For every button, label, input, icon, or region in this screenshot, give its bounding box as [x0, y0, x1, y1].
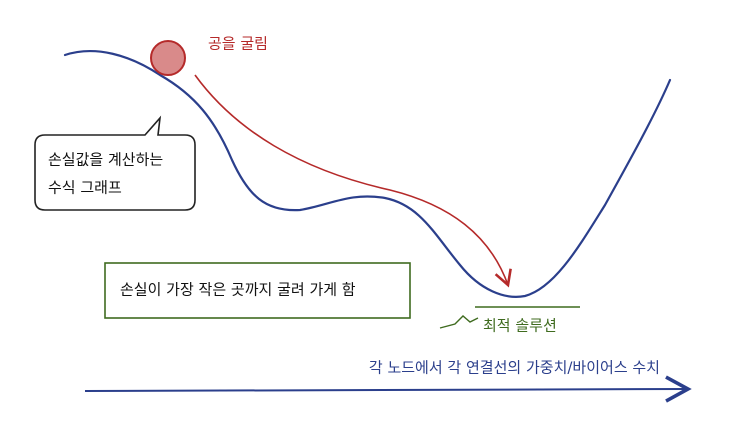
loss-curve: [63, 49, 672, 298]
note-line: 손실값을 계산하는: [48, 151, 163, 169]
axis-label: 각 노드에서 각 연결선의 가중치/바이어스 수치: [369, 359, 660, 377]
ball-label: 공을 굴림: [208, 35, 268, 53]
speech-bubble: [34, 115, 196, 211]
goal-box: [104, 262, 411, 319]
ball: [150, 40, 186, 76]
x-axis-arrow: [84, 375, 692, 403]
leader-line: [439, 315, 479, 329]
optimum-label: 최적 솔루션: [483, 317, 557, 335]
goal-text: 손실이 가장 작은 곳까지 굴려 가게 함: [120, 281, 356, 299]
roll-arrow: [194, 74, 512, 288]
note-line: 수식 그래프: [48, 179, 122, 197]
